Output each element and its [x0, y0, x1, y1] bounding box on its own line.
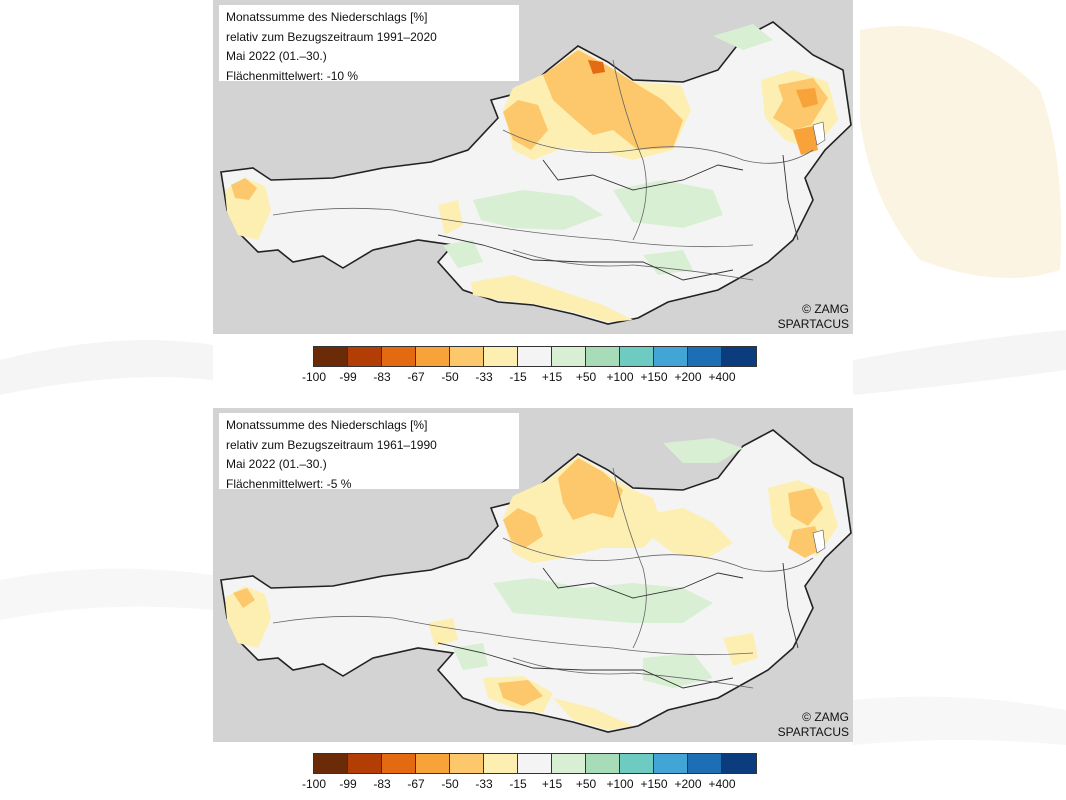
legend-swatch	[484, 754, 518, 773]
legend-tick-label: +200	[674, 777, 702, 791]
legend-swatch	[518, 754, 552, 773]
info-reference-period: relativ zum Bezugszeitraum 1961–1990	[226, 437, 437, 452]
legend-swatch	[518, 347, 552, 366]
legend-swatch	[586, 347, 620, 366]
legend-tick-label: -15	[509, 777, 527, 791]
legend-swatch	[654, 347, 688, 366]
legend-tick-label: -100	[301, 777, 327, 791]
map-credit: © ZAMG SPARTACUS	[778, 302, 849, 332]
legend-swatch	[382, 754, 416, 773]
legend-swatch	[654, 754, 688, 773]
info-reference-period: relativ zum Bezugszeitraum 1991–2020	[226, 29, 437, 44]
legend-tick-label: +15	[541, 370, 563, 384]
legend-tick-label: -83	[373, 777, 391, 791]
legend-swatch	[416, 347, 450, 366]
info-month: Mai 2022 (01.–30.)	[226, 49, 327, 63]
info-title: Monatssumme des Niederschlags [%]	[226, 418, 428, 432]
legend-swatch	[348, 754, 382, 773]
map-info-box: Monatssumme des Niederschlags [%] relati…	[219, 5, 519, 83]
legend-swatch	[620, 347, 654, 366]
legend-tick-label: -99	[339, 777, 357, 791]
legend-tick-label: +50	[575, 370, 597, 384]
legend-tick-label: -50	[441, 370, 459, 384]
legend-swatch	[688, 347, 722, 366]
map-graphic	[220, 21, 852, 325]
legend-swatch	[688, 754, 722, 773]
legend-tick-label: -50	[441, 777, 459, 791]
credit-copyright: © ZAMG	[802, 302, 849, 316]
legend-tick-label: -15	[509, 370, 527, 384]
legend-tick-label: -67	[407, 370, 425, 384]
legend-swatch	[552, 347, 586, 366]
lake-shape	[812, 529, 826, 554]
credit-dataset: SPARTACUS	[777, 317, 849, 331]
austria-shape	[220, 21, 852, 325]
legend-tick-label: +50	[575, 777, 597, 791]
legend-swatch	[416, 754, 450, 773]
precipitation-map-1961-1990: Monatssumme des Niederschlags [%] relati…	[213, 408, 853, 742]
map-credit: © ZAMG SPARTACUS	[778, 710, 849, 740]
legend-color-bar	[313, 346, 757, 367]
legend-color-bar	[313, 753, 757, 774]
lake-shape	[812, 121, 826, 146]
legend-swatch	[382, 347, 416, 366]
info-area-mean: Flächenmittelwert: -10 %	[226, 68, 359, 83]
legend-tick-label: -100	[301, 370, 327, 384]
legend-tick-label: +150	[640, 370, 668, 384]
legend-tick-label: +150	[640, 777, 668, 791]
legend-tick-label: -33	[475, 370, 493, 384]
legend-tick-label: +15	[541, 777, 563, 791]
info-month: Mai 2022 (01.–30.)	[226, 457, 327, 471]
credit-copyright: © ZAMG	[802, 710, 849, 724]
info-area-mean: Flächenmittelwert: -5 %	[226, 476, 352, 491]
legend-swatch	[450, 754, 484, 773]
legend-tick-label: +100	[606, 777, 634, 791]
legend-swatch	[722, 754, 756, 773]
legend-tick-label: +100	[606, 370, 634, 384]
legend-swatch	[348, 347, 382, 366]
color-legend-2: -100 -99 -83 -67 -50 -33 -15 +15 +50 +100 +150 +200…	[299, 753, 759, 795]
legend-swatch	[314, 754, 348, 773]
legend-swatch	[620, 754, 654, 773]
legend-swatch	[314, 347, 348, 366]
legend-swatch	[586, 754, 620, 773]
legend-tick-label: -99	[339, 370, 357, 384]
legend-swatch	[484, 347, 518, 366]
legend-tick-label: +200	[674, 370, 702, 384]
map-info-box: Monatssumme des Niederschlags [%] relati…	[219, 413, 519, 491]
legend-tick-label: +400	[708, 370, 736, 384]
credit-dataset: SPARTACUS	[777, 725, 849, 739]
color-legend-1: -100 -99 -83 -67 -50 -33 -15 +15 +50 +100 +150 +200…	[299, 346, 759, 388]
legend-tick-label: -33	[475, 777, 493, 791]
legend-tick-label: -67	[407, 777, 425, 791]
map-graphic	[220, 429, 852, 733]
precipitation-map-1991-2020: Monatssumme des Niederschlags [%] relati…	[213, 0, 853, 334]
legend-tick-label: -83	[373, 370, 391, 384]
legend-swatch	[722, 347, 756, 366]
legend-swatch	[450, 347, 484, 366]
legend-swatch	[552, 754, 586, 773]
legend-tick-label: +400	[708, 777, 736, 791]
info-title: Monatssumme des Niederschlags [%]	[226, 10, 428, 24]
